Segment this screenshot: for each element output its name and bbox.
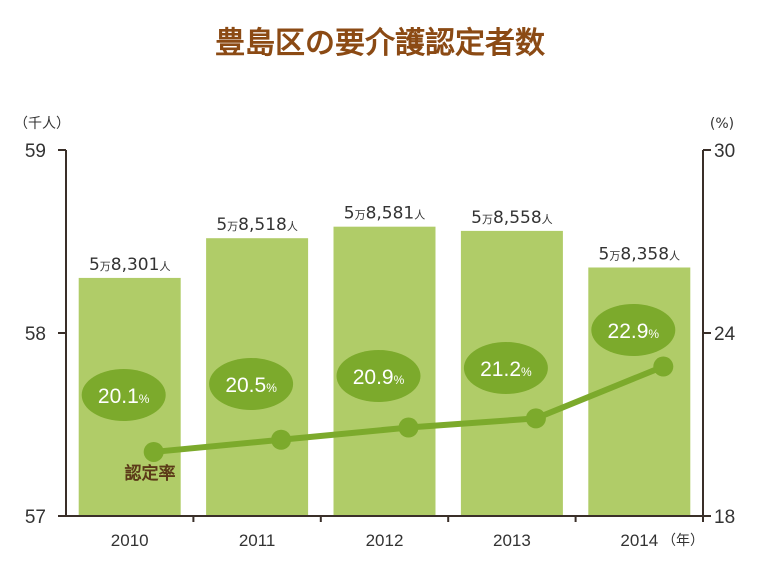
left-tick-label: 59 bbox=[25, 141, 46, 162]
x-tick-label: 2013 bbox=[493, 531, 531, 550]
bar-value-number: 5 bbox=[471, 208, 482, 228]
x-tick-label: 2011 bbox=[239, 531, 276, 550]
bar-value-unit: 人 bbox=[287, 220, 298, 233]
rate-value-number: 21.2 bbox=[480, 358, 521, 381]
rate-bubble bbox=[336, 350, 421, 402]
bar-value-number: 8,518 bbox=[238, 215, 287, 235]
bar-value-number: 5 bbox=[599, 244, 610, 264]
rate-value-label: 22.9% bbox=[608, 320, 660, 343]
right-tick-label: 24 bbox=[714, 324, 736, 345]
bar-value-label: 5万8,518人 bbox=[216, 215, 298, 235]
bar-value-number: 8,358 bbox=[620, 244, 669, 264]
left-tick-label: 57 bbox=[25, 507, 46, 528]
rate-bubble bbox=[463, 342, 548, 394]
bar-value-label: 5万8,301人 bbox=[89, 255, 171, 275]
bar-value-number: 5 bbox=[344, 204, 355, 224]
bar-value-unit: 人 bbox=[159, 260, 170, 273]
right-tick-label: 30 bbox=[714, 141, 735, 162]
x-tick-label: 2010 bbox=[111, 531, 149, 550]
rate-value-unit: % bbox=[648, 327, 659, 341]
bar-value-number: 8,301 bbox=[111, 255, 160, 275]
rate-value-unit: % bbox=[521, 365, 532, 379]
bar-value-number: 5 bbox=[89, 255, 100, 275]
rate-point-2010 bbox=[143, 441, 164, 462]
rate-value-number: 20.5 bbox=[225, 374, 266, 397]
bar-value-unit: 人 bbox=[669, 249, 680, 262]
bar-value-label: 5万8,358人 bbox=[599, 244, 681, 264]
rate-line-group bbox=[143, 356, 674, 462]
bar-value-unit: 万 bbox=[100, 260, 111, 273]
rate-value-unit: % bbox=[139, 392, 150, 406]
rate-point-2014 bbox=[653, 356, 674, 377]
rate-value-number: 20.9 bbox=[353, 366, 394, 389]
x-tick-label: 2014 bbox=[620, 531, 658, 550]
bar-value-number: 5 bbox=[216, 215, 227, 235]
bar-value-number: 8,581 bbox=[366, 204, 415, 224]
bar-value-unit: 万 bbox=[227, 220, 238, 233]
right-tick-label: 18 bbox=[714, 507, 735, 528]
rate-value-number: 22.9 bbox=[608, 320, 649, 343]
bar-value-label: 5万8,558人 bbox=[471, 208, 553, 228]
left-axis-unit: （千人） bbox=[14, 116, 70, 132]
rate-series-label: 認定率 bbox=[125, 463, 176, 484]
rate-bubble bbox=[591, 304, 676, 356]
rate-point-2013 bbox=[525, 408, 546, 429]
bar-value-unit: 万 bbox=[609, 249, 620, 262]
x-axis-unit: （年） bbox=[662, 533, 704, 549]
rate-value-unit: % bbox=[394, 373, 405, 387]
chart-title: 豊島区の要介護認定者数 bbox=[215, 26, 546, 61]
rate-value-unit: % bbox=[266, 381, 277, 395]
rate-point-2011 bbox=[271, 429, 292, 450]
rate-value-number: 20.1 bbox=[98, 385, 139, 408]
rate-labels-group: 20.1%20.5% 20.9% 21.2%22.9% bbox=[81, 304, 676, 421]
rate-value-label: 20.1% bbox=[98, 385, 150, 408]
bar-value-unit: 万 bbox=[482, 213, 493, 226]
bar-value-unit: 万 bbox=[355, 209, 366, 222]
x-tick-label: 2012 bbox=[366, 531, 404, 550]
rate-point-2012 bbox=[398, 417, 419, 438]
right-axis-unit: (%) bbox=[710, 116, 734, 132]
bar-value-unit: 人 bbox=[414, 209, 425, 222]
bar-value-unit: 人 bbox=[542, 213, 553, 226]
axes-group: 59 58 57 30 24 18 2010 2011 2012 2013 2014 bbox=[25, 141, 736, 550]
rate-value-label: 20.9% bbox=[353, 366, 405, 389]
bar-value-label: 5万8,581人 bbox=[344, 204, 426, 224]
rate-value-label: 21.2% bbox=[480, 358, 532, 381]
rate-bubble bbox=[81, 369, 166, 421]
rate-bubble bbox=[209, 358, 294, 410]
left-tick-label: 58 bbox=[25, 324, 46, 345]
rate-value-label: 20.5% bbox=[225, 374, 277, 397]
bar-value-number: 8,558 bbox=[493, 208, 542, 228]
